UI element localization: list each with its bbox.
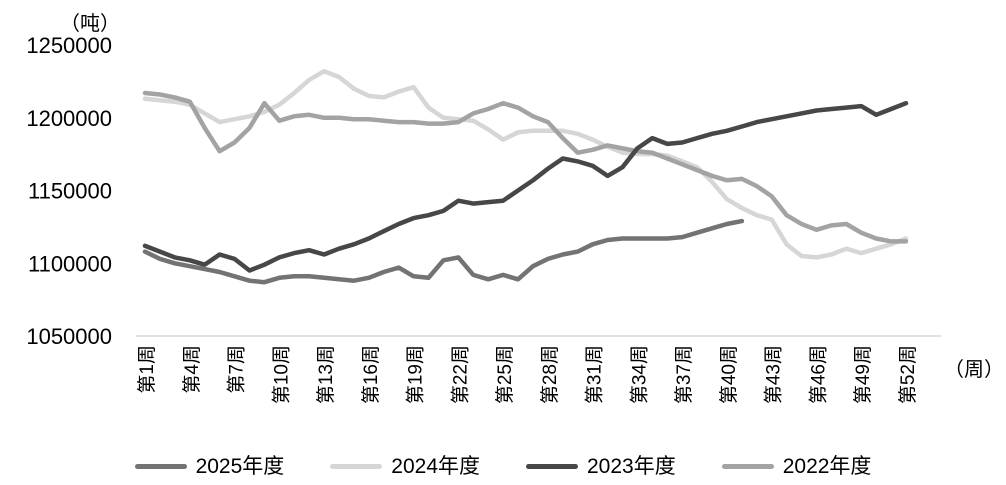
- x-tick-label: 第19周: [405, 345, 427, 404]
- series-line-2025年度: [142, 218, 745, 285]
- legend-label: 2024年度: [391, 454, 480, 478]
- x-tick-label: 第16周: [360, 345, 382, 404]
- x-tick-label: 第49周: [852, 345, 874, 404]
- x-tick-label: 第40周: [718, 345, 740, 404]
- x-tick-label: 第22周: [449, 345, 471, 404]
- x-tick-label: 第46周: [807, 345, 829, 404]
- legend: 2025年度 2024年度 2023年度 2022年度: [0, 449, 1006, 483]
- x-tick-label: 第52周: [897, 345, 919, 404]
- legend-swatch-icon: [526, 463, 578, 469]
- x-axis-unit-label: （周）: [944, 358, 1004, 381]
- x-tick-label: 第1周: [136, 345, 158, 394]
- legend-item-2022年度: 2022年度: [721, 454, 872, 478]
- x-tick-label: 第43周: [763, 345, 785, 404]
- legend-item-2023年度: 2023年度: [526, 456, 676, 477]
- x-tick-label: 第13周: [315, 345, 337, 404]
- x-tick-label: 第37周: [673, 345, 695, 404]
- y-tick-label: 1100000: [28, 251, 112, 276]
- legend-label: 2022年度: [782, 454, 872, 478]
- x-tick-label: 第7周: [226, 345, 248, 394]
- x-tick-label: 第28周: [539, 345, 561, 404]
- y-axis-unit-label: （吨）: [60, 12, 120, 35]
- x-tick-label: 第10周: [270, 345, 292, 404]
- x-tick-label: 第4周: [181, 345, 203, 394]
- series-line-2023年度: [142, 100, 909, 273]
- y-tick-label: 1250000: [26, 33, 112, 58]
- legend-swatch-icon: [330, 463, 383, 469]
- x-tick-label: 第34周: [628, 345, 650, 404]
- plot-area: （吨） （周） 1250000 1200000 1150000 1100000 105000…: [26, 12, 1004, 404]
- legend-label: 2025年度: [195, 454, 285, 478]
- x-tick-label: 第31周: [584, 345, 606, 404]
- series-line-2022年度: [142, 90, 909, 244]
- series-line-2024年度: [142, 68, 909, 260]
- y-tick-label: 1050000: [26, 324, 112, 349]
- legend-swatch-icon: [721, 463, 774, 469]
- y-tick-label: 1200000: [26, 106, 112, 131]
- legend-item-2025年度: 2025年度: [134, 454, 285, 478]
- legend-item-2024年度: 2024年度: [330, 456, 480, 477]
- legend-label: 2023年度: [587, 454, 676, 478]
- x-tick-label: 第25周: [494, 345, 516, 404]
- y-tick-label: 1150000: [28, 179, 112, 204]
- legend-swatch-icon: [134, 463, 187, 469]
